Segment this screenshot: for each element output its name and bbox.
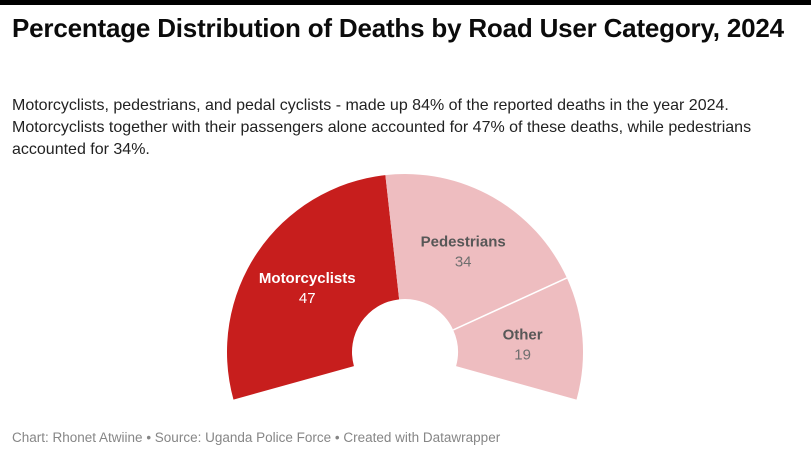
slice-value-motorcyclists: 47 bbox=[299, 290, 316, 307]
top-accent-bar bbox=[0, 0, 811, 5]
slice-pedestrians[interactable] bbox=[385, 174, 567, 330]
slice-value-other: 19 bbox=[514, 347, 531, 364]
slice-label-motorcyclists: Motorcyclists bbox=[259, 270, 356, 287]
slice-motorcyclists[interactable] bbox=[226, 175, 400, 400]
chart-description: Motorcyclists, pedestrians, and pedal cy… bbox=[12, 97, 752, 158]
slice-other[interactable] bbox=[453, 277, 584, 400]
attribution-line: Chart: Rhonet Atwiine • Source: Uganda P… bbox=[12, 430, 501, 445]
slice-separator bbox=[452, 277, 568, 331]
slice-label-pedestrians: Pedestrians bbox=[421, 233, 506, 250]
page-title: Percentage Distribution of Deaths by Roa… bbox=[12, 13, 784, 43]
slice-value-pedestrians: 34 bbox=[455, 253, 472, 270]
slice-label-other: Other bbox=[503, 327, 543, 344]
